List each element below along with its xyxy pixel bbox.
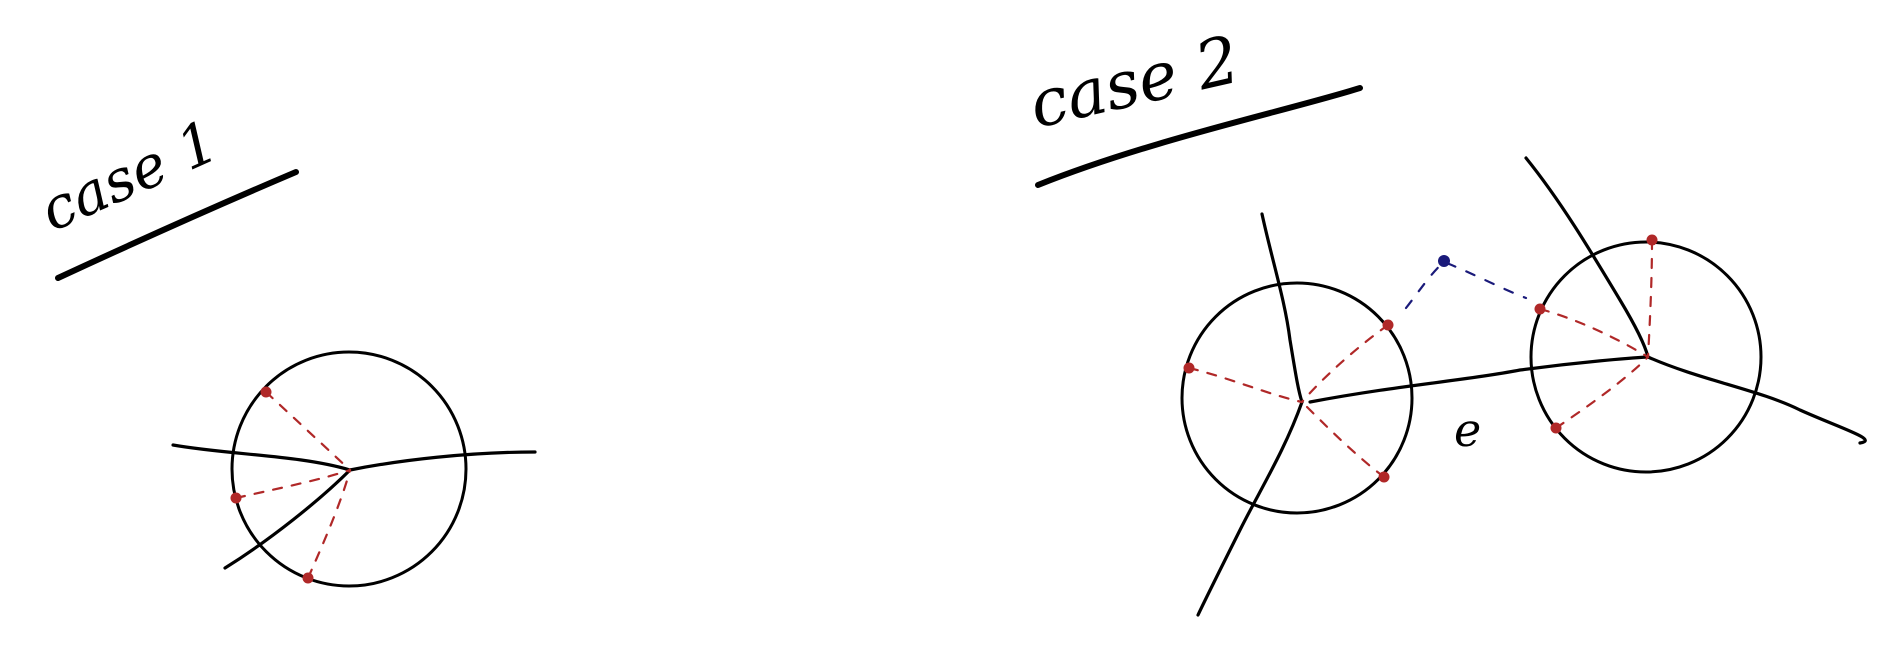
- case-2-right-spoke-bottom: [1554, 355, 1650, 430]
- case-2-underline: [1035, 85, 1363, 188]
- case-1-underline: [55, 169, 299, 281]
- case-2-blue-dashed-path: [1404, 260, 1528, 310]
- case-2-left-point-left: [1183, 362, 1195, 374]
- case-1-spoke-bottom: [306, 468, 352, 580]
- case-2-right-point-top: [1646, 234, 1658, 246]
- case-2-title: case 2: [1022, 21, 1246, 144]
- case-2-edge-label: e: [1454, 403, 1481, 457]
- case-2-right-outgoing-line: [1646, 355, 1867, 445]
- case-1-point-top: [260, 386, 272, 398]
- case-1-point-bottom: [302, 572, 314, 584]
- case-1-spoke-left: [234, 468, 352, 500]
- case-2-left-upper-line: [1260, 212, 1304, 404]
- case-2-left-lower-line: [1196, 400, 1304, 617]
- case-1-horizontal-line: [171, 443, 537, 472]
- case-2-right-circle: [1529, 240, 1763, 474]
- case-1-spoke-top: [264, 390, 352, 472]
- case-2-left-spoke-top: [1300, 323, 1390, 404]
- case-2-left-circle: [1180, 281, 1414, 515]
- case-2-edge-line: [1308, 355, 1650, 404]
- case-2-right-upper-line: [1524, 156, 1650, 359]
- case-1-title: case 1: [30, 107, 228, 245]
- case-2-left-spoke-left: [1187, 366, 1304, 404]
- case-1-diagonal-line: [223, 468, 352, 570]
- case-2-right-point-bottom: [1550, 422, 1562, 434]
- case-2-group: case 2: [1022, 21, 1867, 617]
- case-2-right-point-left: [1534, 303, 1546, 315]
- case-2-left-point-bottom: [1378, 471, 1390, 483]
- case-2-left-spoke-bottom: [1300, 400, 1386, 479]
- case-1-circle: [230, 350, 468, 588]
- case-1-point-left: [230, 492, 242, 504]
- case-1-group: case 1: [30, 107, 537, 588]
- case-2-blue-point: [1438, 255, 1450, 267]
- case-2-left-point-top: [1382, 319, 1394, 331]
- case-2-right-spoke-left: [1538, 307, 1650, 359]
- case-2-right-spoke-top: [1646, 238, 1654, 359]
